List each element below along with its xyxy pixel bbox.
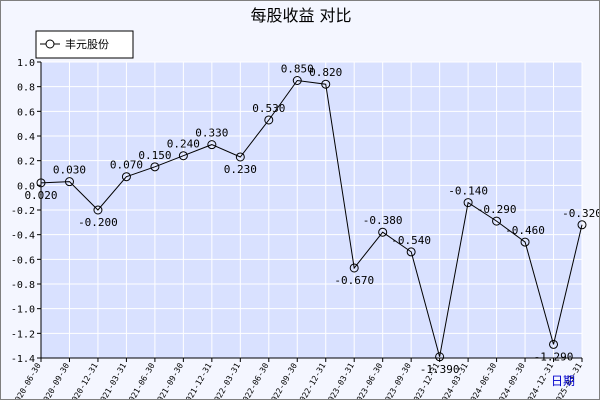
y-tick-label: -0.2	[11, 206, 35, 217]
data-label: -0.380	[363, 214, 403, 227]
y-tick-label: 0.2	[17, 157, 35, 168]
data-point	[435, 352, 445, 362]
x-tick-label: 2021-06-30	[125, 361, 157, 399]
data-point	[463, 198, 473, 208]
data-point	[321, 79, 331, 89]
y-tick-label: -1.4	[11, 354, 35, 365]
y-tick-label: 1.0	[17, 58, 35, 69]
data-point	[36, 178, 46, 188]
data-label: -0.320	[562, 207, 599, 220]
data-point	[121, 172, 131, 182]
x-tick-label: 2021-09-30	[153, 361, 185, 399]
x-tick-label: 2023-03-31	[324, 361, 356, 399]
data-label: 0.230	[224, 163, 257, 176]
x-tick-label: 2020-12-31	[68, 361, 100, 399]
data-point	[150, 162, 160, 172]
data-label: -1.390	[420, 363, 460, 376]
data-point	[349, 263, 359, 273]
x-tick-label: 2022-03-31	[210, 361, 242, 399]
data-point	[64, 177, 74, 187]
data-label: -0.290	[477, 203, 517, 216]
data-point	[207, 140, 217, 150]
x-tick-label: 2023-06-30	[353, 361, 385, 399]
data-point	[492, 216, 502, 226]
x-tick-label: 2022-12-31	[296, 361, 328, 399]
chart-title: 每股收益 对比	[250, 6, 351, 25]
data-label: -0.140	[448, 185, 488, 198]
data-point	[378, 227, 388, 237]
x-tick-label: 2021-03-31	[96, 361, 128, 399]
data-label: 0.530	[252, 102, 285, 115]
data-label: -0.200	[78, 216, 118, 229]
data-label: 0.240	[167, 138, 200, 151]
data-label: 0.820	[309, 66, 342, 79]
data-point	[264, 115, 274, 125]
series-line	[40, 79, 583, 357]
data-point	[235, 152, 245, 162]
legend: 丰元股份	[35, 30, 134, 59]
x-tick-label: 2020-06-30	[11, 361, 43, 399]
data-point	[292, 76, 302, 85]
x-tick-label: 2020-09-30	[39, 361, 71, 399]
x-tick-label: 2024-09-30	[495, 361, 527, 399]
x-tick-label: 2022-06-30	[239, 361, 271, 399]
y-tick-label: -0.8	[11, 280, 35, 291]
data-point	[93, 205, 103, 215]
x-axis-label: 日期	[551, 374, 575, 388]
data-label: 0.030	[53, 164, 86, 177]
y-tick-label: -0.6	[11, 255, 35, 266]
x-tick-label: 2022-09-30	[267, 361, 299, 399]
y-tick-label: -0.4	[11, 231, 35, 242]
data-point	[577, 220, 587, 230]
data-label: -0.670	[334, 274, 374, 287]
y-tick-label: -1.0	[11, 305, 35, 316]
data-point	[549, 339, 559, 349]
data-point	[520, 237, 530, 247]
legend-series-name: 丰元股份	[65, 38, 109, 51]
legend-marker	[45, 39, 55, 49]
data-label: -0.540	[391, 234, 431, 247]
x-tick-label: 2021-12-31	[182, 361, 214, 399]
data-label: 0.330	[195, 127, 228, 140]
y-tick-label: 0.0	[17, 181, 35, 192]
y-tick-label: 0.8	[17, 83, 35, 94]
y-tick-label: 0.4	[17, 132, 35, 143]
y-tick-label: -1.2	[11, 329, 35, 340]
data-label: -1.290	[534, 350, 574, 363]
data-label: 0.850	[281, 63, 314, 76]
data-label: 0.070	[110, 159, 143, 172]
data-label: 0.020	[24, 189, 57, 202]
x-tick-label: 2024-06-30	[466, 361, 498, 399]
y-tick-label: 0.6	[17, 107, 35, 118]
data-point	[406, 247, 416, 257]
data-label: 0.150	[138, 149, 171, 162]
x-tick-label: 2023-09-30	[381, 361, 413, 399]
data-label: -0.460	[505, 224, 545, 237]
data-point	[178, 151, 188, 161]
